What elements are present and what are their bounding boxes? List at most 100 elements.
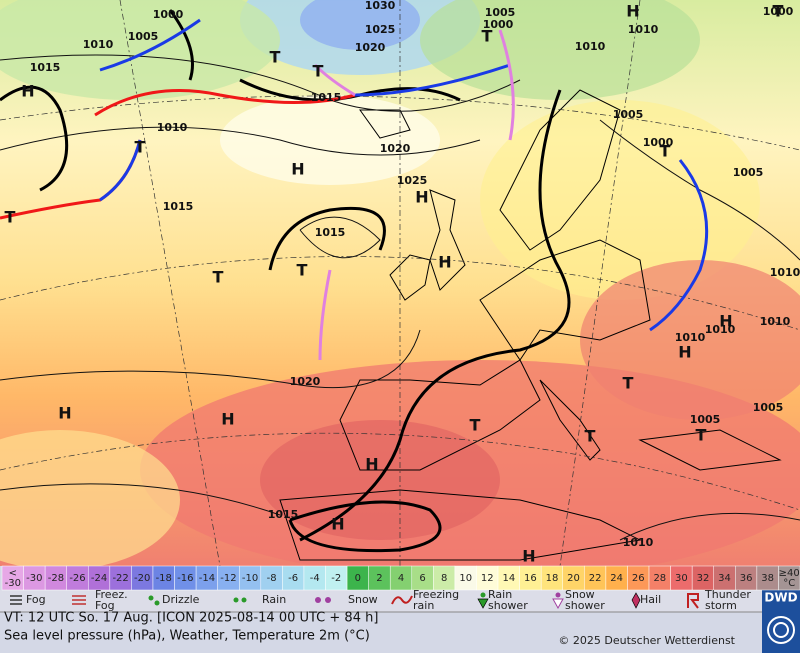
colorbar-label: -4 <box>310 573 320 584</box>
pressure-system: H <box>678 343 691 362</box>
legend-label: shower <box>488 599 528 612</box>
legend-label: Drizzle <box>162 593 200 606</box>
legend-icon <box>154 600 160 606</box>
legend-label: Rain <box>488 588 512 601</box>
colorbar-label: -12 <box>220 573 236 584</box>
legend-label: Thunder <box>704 588 751 601</box>
isobar-label: 1000 <box>643 136 674 149</box>
isobar-label: 1005 <box>485 6 516 19</box>
colorbar-label: 32 <box>697 573 710 584</box>
colorbar-label: 14 <box>502 573 515 584</box>
isobar-label: 1005 <box>733 166 764 179</box>
isobar-label: 1020 <box>290 375 321 388</box>
colorbar-label: -8 <box>267 573 277 584</box>
isobar-label: 1010 <box>760 315 791 328</box>
isobar-label: 1005 <box>690 413 721 426</box>
colorbar-label: 20 <box>567 573 580 584</box>
isobar-label: 1025 <box>365 23 396 36</box>
isobar-label: 1010 <box>623 536 654 549</box>
colorbar-label: 38 <box>761 573 774 584</box>
colorbar-label: 10 <box>459 573 472 584</box>
colorbar-label: -10 <box>242 573 258 584</box>
colorbar-label: < <box>9 568 17 579</box>
pressure-system: H <box>626 2 639 21</box>
logo-icon <box>773 622 789 638</box>
map-area <box>0 0 800 566</box>
logo-icon <box>767 616 795 644</box>
valid-time: VT: 12 UTC So. 17 Aug. [ICON 2025-08-14 … <box>4 611 378 626</box>
isobar-label: 1015 <box>315 226 346 239</box>
isobar-label: 1030 <box>365 0 396 12</box>
isobar-label: 1000 <box>763 5 794 18</box>
legend-label: Freez. <box>95 588 128 601</box>
isobar-label: 1015 <box>311 91 342 104</box>
isobar-label: 1010 <box>675 331 706 344</box>
pressure-system: H <box>415 188 428 207</box>
colorbar-label: -16 <box>177 573 193 584</box>
isobar-label: 1010 <box>705 323 736 336</box>
pressure-system: T <box>585 427 596 446</box>
isobar-label: 1000 <box>483 18 514 31</box>
legend-label: storm <box>705 599 737 612</box>
colorbar-label: -18 <box>156 573 172 584</box>
isobar-label: 1000 <box>153 8 184 21</box>
isobar-label: 1005 <box>613 108 644 121</box>
pressure-system: T <box>696 426 707 445</box>
pressure-system: H <box>719 312 732 331</box>
legend-icon <box>315 597 321 603</box>
isobar-label: 1015 <box>163 200 194 213</box>
legend-icon <box>233 597 239 603</box>
colorbar-label: 4 <box>398 573 404 584</box>
colorbar-label: 30 <box>675 573 688 584</box>
pressure-system: T <box>297 261 308 280</box>
legend-icon <box>241 597 247 603</box>
logo-text: DWD <box>764 591 797 605</box>
colorbar-label: 6 <box>419 573 425 584</box>
pressure-system: T <box>213 268 224 287</box>
legend-label: rain <box>413 599 434 612</box>
legend-icon <box>552 598 564 610</box>
colorbar-label: -26 <box>69 573 85 584</box>
pressure-system: T <box>5 208 16 227</box>
colorbar-label: 22 <box>589 573 602 584</box>
colorbar-label: 2 <box>376 573 382 584</box>
colorbar-label: °C <box>783 578 795 589</box>
legend-label: Fog <box>95 599 115 612</box>
colorbar-label: ≥40 <box>779 568 800 579</box>
colorbar-cell <box>778 565 800 591</box>
isobar-label: 1015 <box>30 61 61 74</box>
colorbar-label: 18 <box>546 573 559 584</box>
isobar-label: 1020 <box>355 41 386 54</box>
colorbar-label: -2 <box>331 573 341 584</box>
isobar-label: 1005 <box>128 30 159 43</box>
isobar-label: 1005 <box>753 401 784 414</box>
legend-icon <box>391 595 413 605</box>
colorbar-label: 0 <box>355 573 361 584</box>
legend-label: Freezing <box>413 588 459 601</box>
colorbar-label: -30 <box>26 573 42 584</box>
pressure-system: H <box>522 547 535 566</box>
legend-label: Fog <box>26 593 46 606</box>
pressure-system: T <box>482 27 493 46</box>
pressure-system: H <box>365 455 378 474</box>
isobar-label: 1015 <box>268 508 299 521</box>
legend-icon <box>480 592 486 598</box>
pressure-system: H <box>438 253 451 272</box>
copyright: © 2025 Deutscher Wetterdienst <box>558 634 735 647</box>
isobar-label: 1025 <box>397 174 428 187</box>
pressure-system: T <box>623 374 634 393</box>
pressure-system: H <box>331 515 344 534</box>
colorbar-label: -14 <box>199 573 215 584</box>
pressure-system: T <box>135 138 146 157</box>
colorbar-label: 34 <box>718 573 731 584</box>
description: Sea level pressure (hPa), Weather, Tempe… <box>4 629 370 644</box>
legend-icon <box>477 598 489 609</box>
isobar-label: 1010 <box>575 40 606 53</box>
colorbar-label: 16 <box>524 573 537 584</box>
legend-icon <box>325 597 331 603</box>
colorbar-label: 8 <box>441 573 447 584</box>
isobar-label: 1010 <box>83 38 114 51</box>
legend-icon <box>687 593 699 609</box>
